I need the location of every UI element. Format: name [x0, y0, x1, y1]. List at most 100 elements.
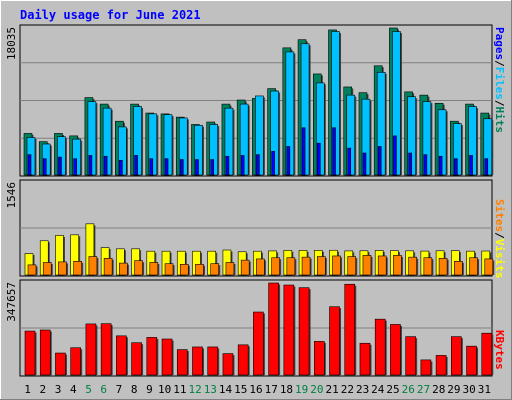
bar-kbytes-day-24 — [374, 318, 386, 376]
x-tick-label-day-20: 20 — [310, 383, 323, 396]
x-tick-label-day-27: 27 — [417, 383, 430, 396]
x-tick-label-day-4: 4 — [70, 383, 77, 396]
x-tick-label-day-29: 29 — [447, 383, 460, 396]
bar-pages-day-27 — [423, 154, 428, 176]
legend-hits: Hits — [493, 107, 506, 134]
bar-sites-day-27 — [423, 257, 433, 276]
bar-pages-day-28 — [438, 155, 443, 176]
bar-pages-day-19 — [301, 127, 306, 176]
bar-sites-day-23 — [362, 255, 372, 276]
bar-kbytes-day-14 — [222, 353, 234, 376]
bar-pages-day-11 — [179, 159, 184, 176]
bar-kbytes-day-23 — [359, 342, 371, 376]
bar-kbytes-day-19 — [298, 287, 310, 376]
bar-kbytes-day-3 — [55, 352, 66, 376]
legend-visits-sites: Sites/Visits — [493, 199, 506, 279]
legend-files: Files — [493, 67, 506, 100]
bar-pages-day-4 — [73, 158, 77, 176]
x-tick-label-day-6: 6 — [100, 383, 107, 396]
x-tick-label-day-13: 13 — [204, 383, 217, 396]
bar-sites-day-11 — [179, 263, 189, 276]
x-tick-label-day-11: 11 — [173, 383, 186, 396]
legend-kbytes: KBytes — [493, 330, 506, 370]
x-tick-label-day-23: 23 — [356, 383, 369, 396]
legend-visits-sites-text: Sites/Visits — [493, 199, 506, 279]
legend-pages: Pages — [493, 27, 506, 60]
bar-kbytes-day-4 — [70, 347, 81, 376]
y-max-label-kbytes: 347657 — [5, 282, 18, 322]
x-tick-label-day-18: 18 — [280, 383, 293, 396]
bar-sites-day-30 — [469, 257, 478, 276]
bar-sites-day-9 — [149, 262, 159, 276]
bar-kbytes-day-26 — [405, 336, 416, 376]
x-tick-label-day-3: 3 — [55, 383, 62, 396]
x-axis-day-labels: 1 2 3 4 5 6 7 8 9 10 11 12 13 14 15 16 17 18 19 20 21 22 23 24 2… — [24, 383, 491, 396]
bar-kbytes-day-15 — [237, 344, 249, 376]
bar-pages-day-29 — [454, 158, 458, 176]
bar-pages-day-10 — [164, 158, 169, 176]
x-tick-label-day-21: 21 — [326, 383, 339, 396]
bar-sites-day-4 — [73, 261, 82, 276]
bar-pages-day-18 — [286, 146, 291, 176]
x-tick-label-day-26: 26 — [402, 383, 415, 396]
bar-pages-day-31 — [484, 158, 489, 176]
x-tick-label-day-7: 7 — [116, 383, 123, 396]
bar-sites-day-13 — [210, 263, 220, 276]
bar-kbytes-day-20 — [313, 341, 325, 376]
x-tick-label-day-9: 9 — [146, 383, 153, 396]
bar-kbytes-day-5 — [85, 323, 97, 376]
bar-pages-day-17 — [271, 151, 275, 176]
legend-hits-files-pages: Pages/Files/Hits — [493, 27, 506, 133]
chart-title: Daily usage for June 2021 — [20, 8, 201, 22]
bar-sites-day-8 — [134, 260, 143, 276]
bar-sites-day-29 — [454, 261, 463, 276]
bar-sites-day-31 — [484, 258, 494, 276]
bar-kbytes-day-8 — [131, 342, 142, 376]
bar-sites-day-5 — [88, 256, 98, 276]
bar-kbytes-day-13 — [207, 346, 219, 376]
x-tick-label-day-24: 24 — [371, 383, 385, 396]
bar-pages-day-7 — [119, 160, 123, 176]
bar-sites-day-24 — [377, 255, 387, 276]
bar-kbytes-day-10 — [161, 338, 173, 376]
x-tick-label-day-28: 28 — [432, 383, 445, 396]
x-tick-label-day-5: 5 — [85, 383, 92, 396]
bar-sites-day-20 — [316, 256, 326, 276]
bar-pages-day-1 — [27, 154, 32, 176]
bar-pages-day-2 — [42, 158, 47, 176]
x-tick-label-day-12: 12 — [188, 383, 201, 396]
bar-pages-day-14 — [225, 155, 230, 176]
bar-pages-day-21 — [332, 127, 336, 176]
legend-sep: / — [493, 232, 506, 239]
legend-sites: Sites — [493, 199, 506, 232]
bar-kbytes-day-22 — [344, 283, 356, 376]
bar-pages-day-9 — [149, 158, 154, 176]
bar-pages-day-30 — [469, 155, 473, 176]
x-tick-label-day-14: 14 — [219, 383, 233, 396]
bar-pages-day-26 — [408, 152, 412, 176]
x-tick-label-day-25: 25 — [386, 383, 399, 396]
bar-pages-day-3 — [58, 156, 62, 176]
bar-sites-day-19 — [301, 256, 311, 276]
bar-kbytes-day-11 — [176, 349, 188, 376]
bar-sites-day-1 — [27, 264, 37, 276]
x-tick-label-day-15: 15 — [234, 383, 247, 396]
bar-sites-day-17 — [271, 257, 280, 276]
bar-sites-day-28 — [438, 258, 448, 276]
bar-pages-day-16 — [256, 154, 260, 176]
x-tick-label-day-22: 22 — [341, 383, 354, 396]
bar-pages-day-23 — [362, 152, 367, 176]
x-tick-label-day-10: 10 — [158, 383, 171, 396]
bar-kbytes-day-25 — [390, 324, 401, 376]
legend-visits: Visits — [493, 239, 506, 279]
bar-sites-day-26 — [408, 256, 417, 276]
y-max-label-hits: 18035 — [5, 27, 18, 60]
bar-pages-day-20 — [316, 142, 321, 176]
bar-sites-day-21 — [332, 255, 341, 276]
x-tick-label-day-16: 16 — [249, 383, 262, 396]
x-tick-label-day-8: 8 — [131, 383, 138, 396]
legend-sep: / — [493, 100, 506, 107]
bar-pages-day-15 — [240, 155, 245, 176]
